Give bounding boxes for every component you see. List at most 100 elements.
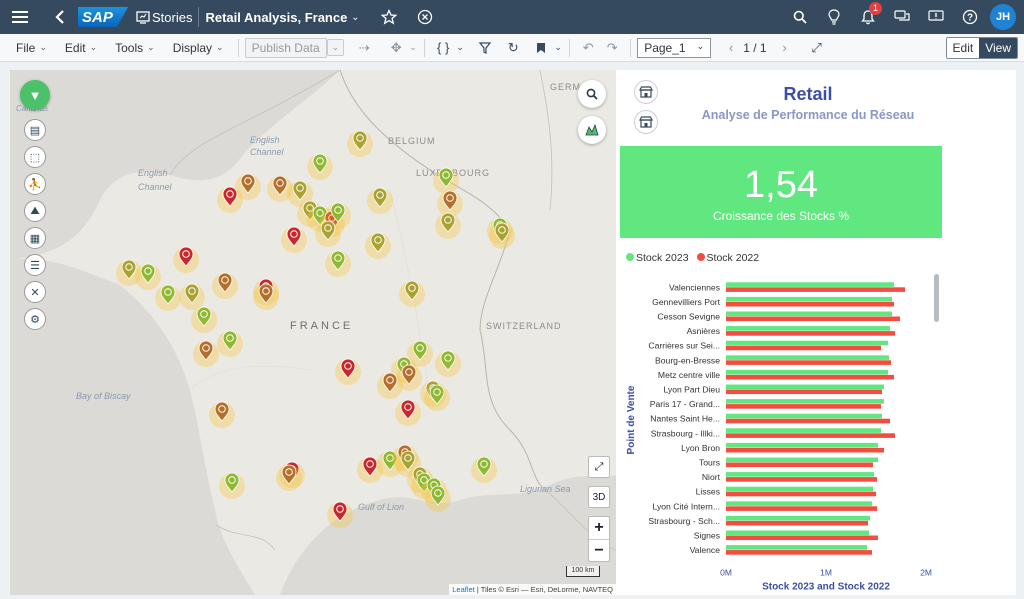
chart-scrollbar[interactable]: [934, 274, 939, 322]
layers-icon[interactable]: ▤: [24, 119, 46, 141]
close-circle-icon[interactable]: [411, 3, 439, 31]
store-marker[interactable]: [235, 173, 261, 200]
store-marker[interactable]: [425, 485, 451, 512]
refresh-icon[interactable]: ↻: [507, 39, 519, 55]
store-marker[interactable]: [219, 472, 245, 499]
store-marker[interactable]: [435, 350, 461, 377]
view-mode-button[interactable]: View: [979, 38, 1017, 58]
filter-link-icon[interactable]: ⇢: [358, 39, 370, 55]
store-marker[interactable]: [173, 246, 199, 273]
store-marker[interactable]: [135, 263, 161, 290]
story-title[interactable]: Retail Analysis, France: [205, 9, 348, 25]
walk-icon[interactable]: ⛹: [24, 173, 46, 195]
store-marker[interactable]: [287, 180, 313, 207]
chevron-down-icon[interactable]: ⌄: [409, 42, 417, 52]
data-table-icon[interactable]: ☰: [24, 254, 46, 276]
store-marker[interactable]: [191, 306, 217, 333]
store-marker[interactable]: [209, 401, 235, 428]
help-icon[interactable]: ?: [956, 3, 984, 31]
star-icon[interactable]: [375, 3, 403, 31]
back-icon[interactable]: [46, 3, 74, 31]
map-search-button[interactable]: [578, 80, 606, 108]
store-marker[interactable]: [325, 250, 351, 277]
notifications-icon[interactable]: 1: [854, 2, 882, 31]
store-marker[interactable]: [471, 456, 497, 483]
leaflet-link[interactable]: Leaflet: [452, 585, 475, 594]
tools-icon[interactable]: ✕: [24, 281, 46, 303]
store-marker[interactable]: [433, 167, 459, 194]
select-area-icon[interactable]: ⬚: [24, 146, 46, 168]
discussions-icon[interactable]: [888, 3, 916, 31]
publish-data-button[interactable]: Publish Data: [244, 37, 327, 58]
basemap-icon[interactable]: ▦: [24, 227, 46, 249]
map-menu-toggle[interactable]: ▼: [20, 80, 50, 110]
redo-icon[interactable]: ↷: [606, 39, 618, 55]
store-marker[interactable]: [395, 399, 421, 426]
store-marker[interactable]: [281, 226, 307, 253]
toggle-3d-button[interactable]: 3D: [588, 486, 610, 508]
legend-item-2023[interactable]: Stock 2023: [626, 252, 689, 264]
next-page-icon[interactable]: ›: [782, 40, 787, 55]
store-marker[interactable]: [276, 464, 302, 491]
expand-icon[interactable]: ⤢: [588, 456, 610, 478]
store-marker[interactable]: [407, 340, 433, 367]
store-marker[interactable]: [357, 456, 383, 483]
store-marker[interactable]: [399, 280, 425, 307]
page-selector[interactable]: Page_1 ⌄: [637, 37, 712, 58]
zoom-in-button[interactable]: +: [594, 519, 604, 536]
store-marker[interactable]: [347, 130, 373, 157]
user-avatar[interactable]: JH: [990, 4, 1016, 30]
filter-icon[interactable]: [473, 41, 497, 54]
store-icon[interactable]: [634, 110, 658, 134]
store-marker[interactable]: [437, 190, 463, 217]
store-marker[interactable]: [217, 186, 243, 213]
store-marker[interactable]: [367, 187, 393, 214]
store-marker[interactable]: [424, 384, 450, 411]
feedback-icon[interactable]: [922, 3, 950, 31]
chevron-down-icon[interactable]: ⌄: [456, 42, 464, 52]
legend-item-2022[interactable]: Stock 2022: [696, 252, 759, 264]
file-menu[interactable]: File ⌄: [8, 41, 55, 55]
formula-icon[interactable]: { }: [437, 40, 450, 55]
geo-map[interactable]: GERMANY BELGIUM LUXEMBOURG English Chann…: [10, 70, 616, 595]
store-marker[interactable]: [267, 175, 293, 202]
store-marker[interactable]: [315, 220, 341, 247]
search-icon[interactable]: [786, 3, 814, 31]
zoom-out-button[interactable]: −: [589, 539, 609, 561]
edit-menu[interactable]: Edit ⌄: [57, 41, 105, 55]
bookmark-icon[interactable]: [529, 42, 553, 54]
store-marker[interactable]: [327, 501, 353, 528]
store-marker[interactable]: [193, 340, 219, 367]
sap-logo[interactable]: SAP: [78, 7, 128, 27]
hamburger-menu-icon[interactable]: [6, 3, 34, 31]
store-marker[interactable]: [435, 212, 461, 239]
stock-bar-chart[interactable]: Valenciennes Gennevilliers Port Cesson Sev…: [620, 270, 960, 595]
store-icon[interactable]: [634, 80, 658, 104]
store-marker[interactable]: [377, 450, 403, 477]
move-icon[interactable]: ✥: [390, 39, 402, 55]
fullscreen-icon[interactable]: ⤢: [811, 39, 822, 55]
store-marker[interactable]: [217, 330, 243, 357]
lightbulb-icon[interactable]: [820, 3, 848, 31]
store-marker[interactable]: [365, 232, 391, 259]
store-marker[interactable]: [155, 284, 181, 311]
settings-icon[interactable]: ⚙: [24, 308, 46, 330]
store-marker[interactable]: [335, 358, 361, 385]
chevron-down-icon[interactable]: ⌄: [554, 42, 562, 52]
edit-mode-button[interactable]: Edit: [946, 38, 980, 58]
store-marker[interactable]: [396, 364, 422, 391]
chevron-down-icon[interactable]: ⌄: [351, 11, 360, 23]
prev-page-icon[interactable]: ‹: [729, 40, 734, 55]
store-marker[interactable]: [377, 372, 403, 399]
kpi-tile[interactable]: 1,54 Croissance des Stocks %: [620, 146, 942, 238]
store-marker[interactable]: [489, 222, 515, 249]
map-legend-button[interactable]: [578, 116, 606, 144]
undo-icon[interactable]: ↶: [582, 39, 594, 55]
map-view-icon[interactable]: ⛰: [24, 200, 46, 222]
store-marker[interactable]: [253, 283, 279, 310]
store-marker[interactable]: [179, 283, 205, 310]
stories-link[interactable]: Stories: [152, 9, 193, 25]
publish-dropdown-button[interactable]: ⌄: [326, 39, 345, 56]
store-marker[interactable]: [116, 259, 142, 286]
display-menu[interactable]: Display ⌄: [165, 41, 232, 55]
